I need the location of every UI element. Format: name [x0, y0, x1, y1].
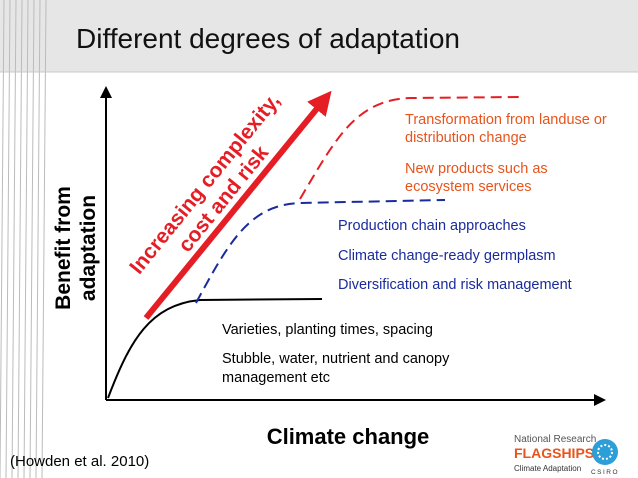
complexity-arrow [143, 90, 332, 320]
annotation: Stubble, water, nutrient and canopy [222, 351, 450, 367]
citation: (Howden et al. 2010) [10, 453, 149, 470]
logo-mark-inner [597, 444, 613, 460]
annotation: distribution change [405, 130, 527, 146]
arrow-label: Increasing complexity, cost and risk [125, 89, 284, 278]
x-axis-label: Climate change [267, 424, 430, 449]
annotation: Climate change-ready germplasm [338, 248, 556, 264]
annotation: ecosystem services [405, 179, 532, 195]
logo-mark [592, 439, 618, 465]
annotation: Diversification and risk management [338, 277, 572, 293]
annotation: Transformation from landuse or [405, 112, 607, 128]
annotation: management etc [222, 370, 330, 386]
header-stripes [0, 0, 47, 478]
logo-org: National Research [514, 434, 596, 445]
annotation: New products such as [405, 161, 548, 177]
systems-curve [195, 199, 446, 304]
y-axis-label: Benefit from adaptation [52, 186, 100, 310]
transformational-curve [299, 96, 523, 200]
title: Different degrees of adaptation [76, 23, 460, 54]
y-label-line: adaptation [77, 195, 100, 301]
logo-csiro: CSIRO [591, 469, 619, 476]
annotation: Varieties, planting times, spacing [222, 322, 433, 338]
incremental-curve [107, 298, 323, 399]
y-label-line: Benefit from [52, 186, 75, 310]
annotation: Production chain approaches [338, 218, 526, 234]
logo: National Research FLAGSHIPS Climate Adap… [514, 434, 619, 476]
logo-brand: FLAGSHIPS [514, 445, 594, 461]
header-band [0, 0, 638, 72]
logo-theme: Climate Adaptation [514, 464, 581, 473]
